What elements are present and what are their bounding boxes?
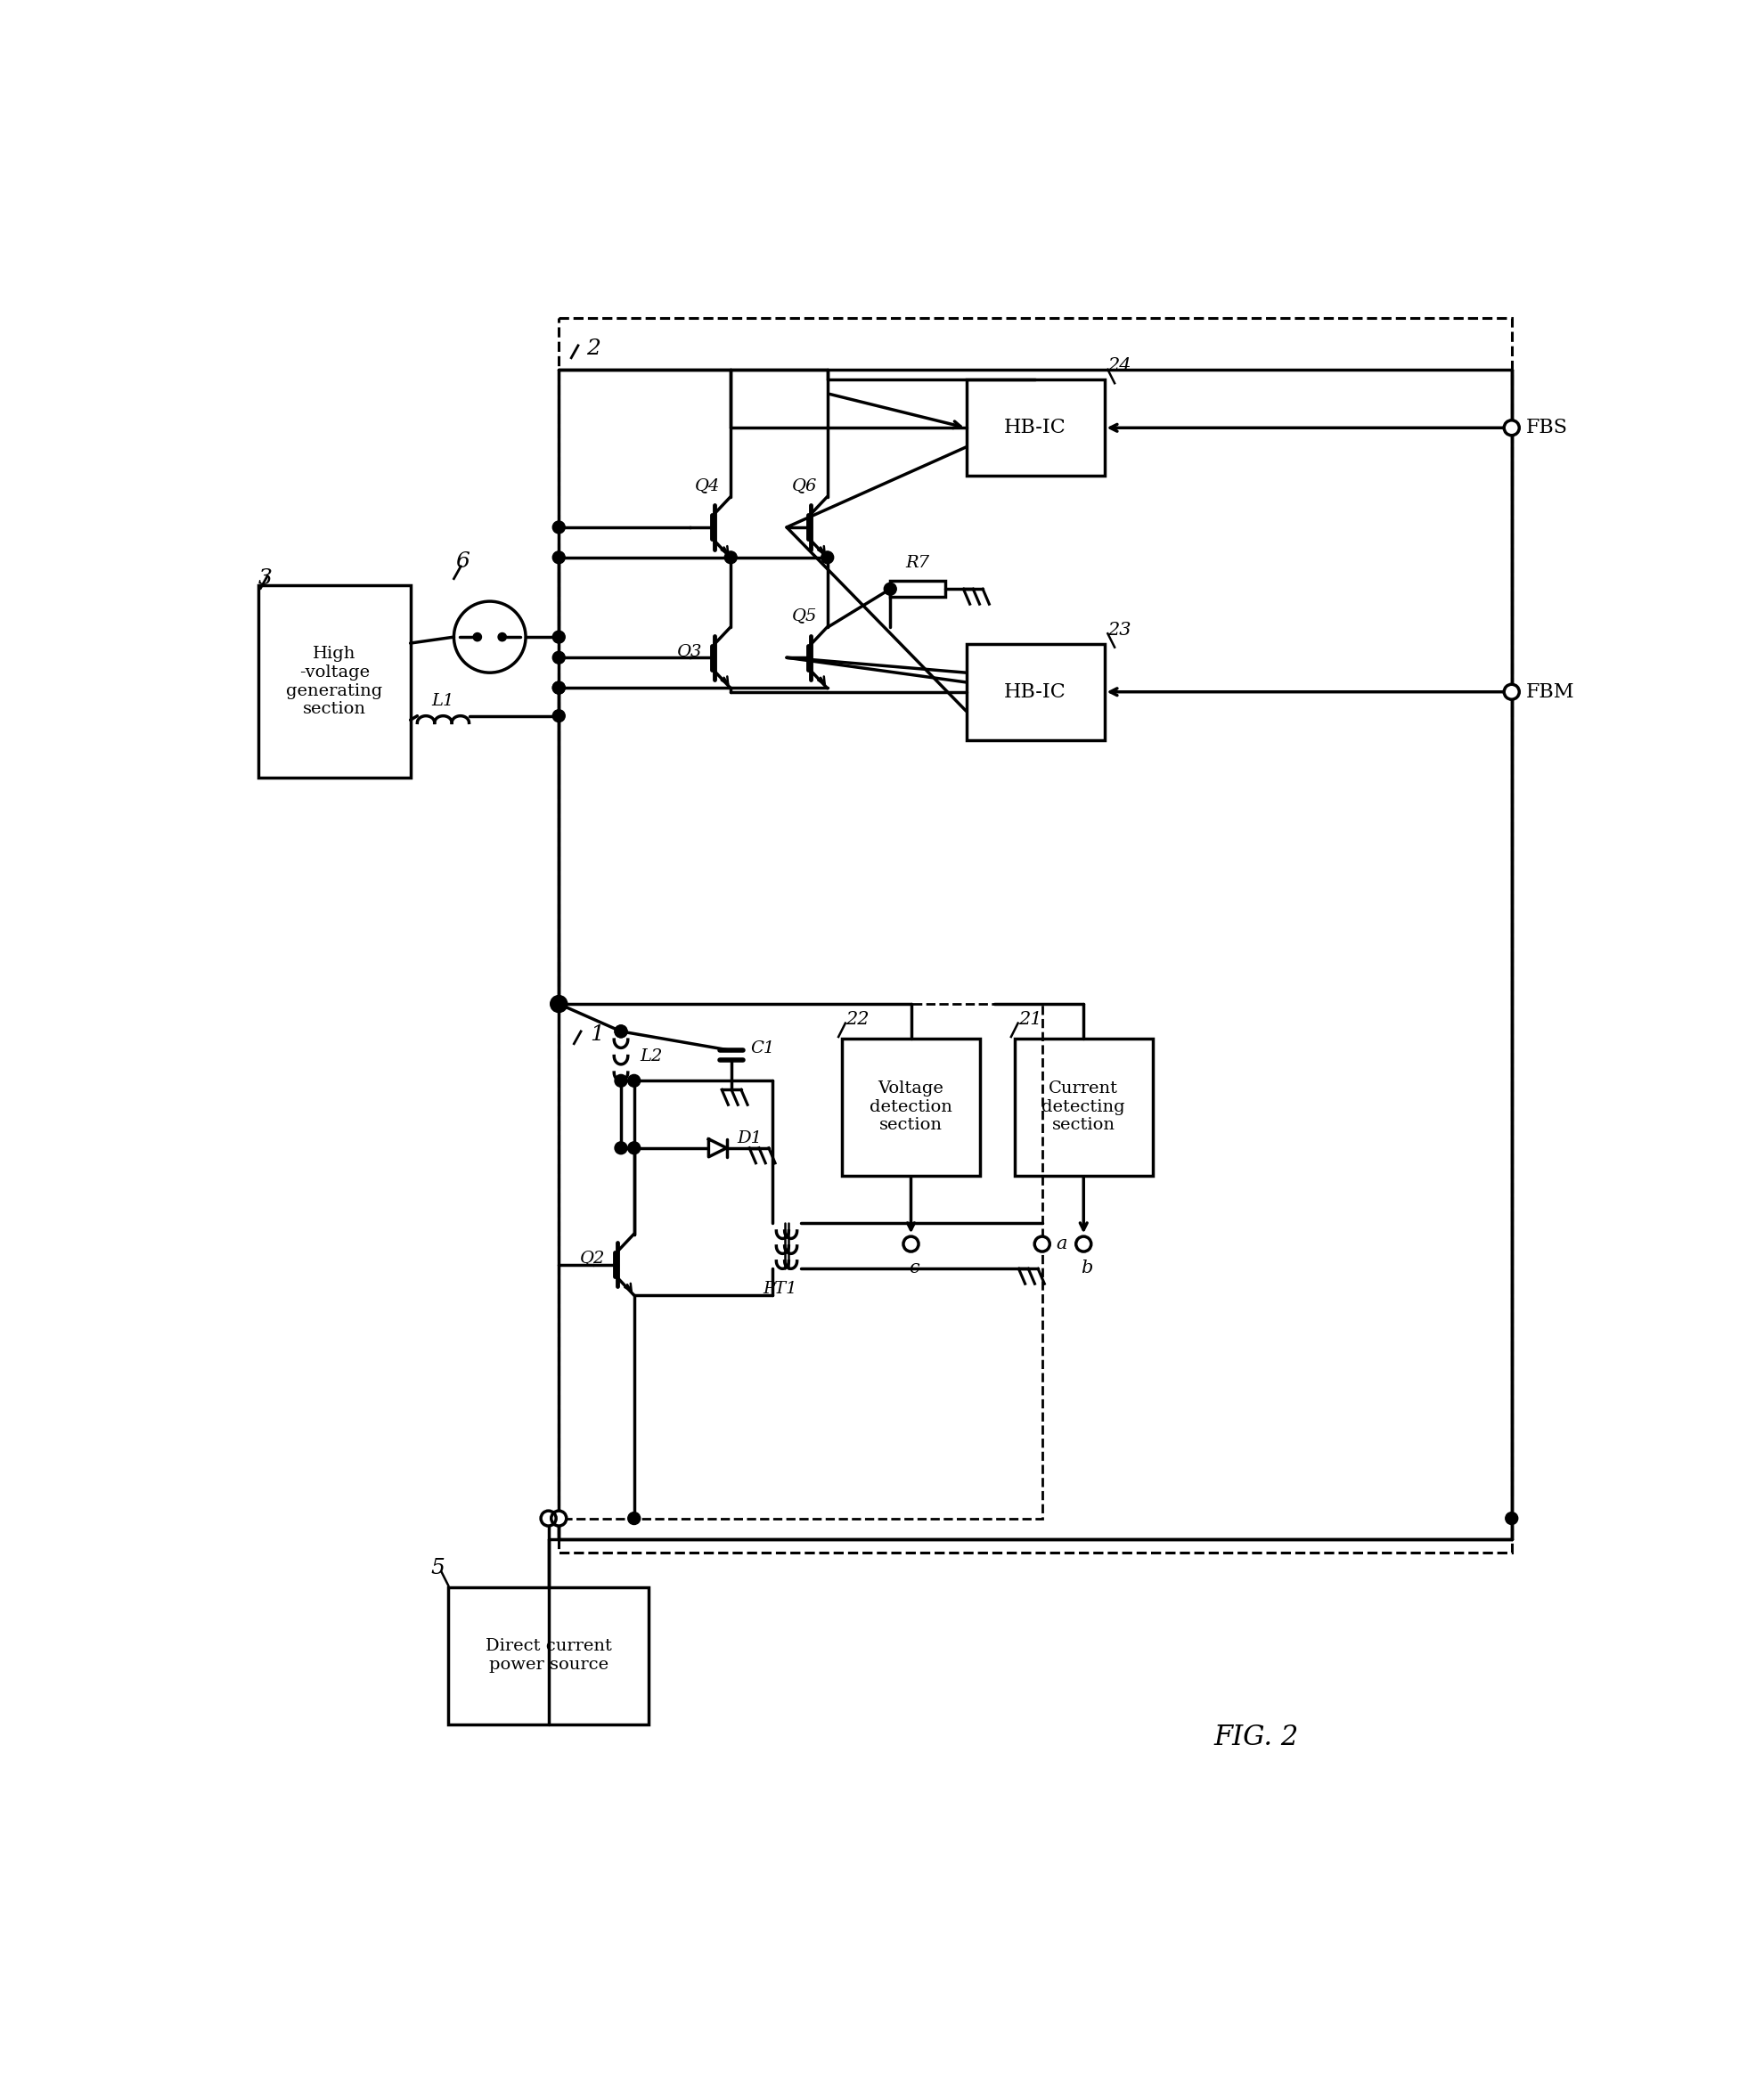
Text: c: c bbox=[908, 1260, 919, 1277]
Circle shape bbox=[1505, 420, 1519, 435]
Bar bbox=[448, 1586, 649, 1723]
Text: 22: 22 bbox=[845, 1010, 870, 1027]
Circle shape bbox=[552, 682, 564, 694]
Text: 6: 6 bbox=[455, 551, 469, 572]
Text: 3: 3 bbox=[259, 568, 273, 588]
Circle shape bbox=[542, 1511, 556, 1526]
Circle shape bbox=[628, 1075, 640, 1087]
Text: Direct current
power source: Direct current power source bbox=[485, 1638, 612, 1674]
Bar bbox=[841, 1037, 981, 1175]
Bar bbox=[259, 586, 411, 778]
Text: L2: L2 bbox=[640, 1048, 663, 1064]
Circle shape bbox=[1505, 1511, 1517, 1524]
Circle shape bbox=[552, 709, 564, 721]
Circle shape bbox=[822, 551, 834, 563]
Text: 23: 23 bbox=[1108, 622, 1131, 638]
Text: 5: 5 bbox=[430, 1557, 445, 1578]
Circle shape bbox=[614, 1025, 628, 1037]
Text: Q3: Q3 bbox=[677, 642, 702, 659]
Circle shape bbox=[614, 1141, 628, 1154]
Bar bbox=[559, 318, 1512, 1553]
Text: FIG. 2: FIG. 2 bbox=[1214, 1723, 1298, 1753]
Text: High
-voltage
generating
section: High -voltage generating section bbox=[286, 647, 383, 717]
Text: HB-IC: HB-IC bbox=[1004, 418, 1065, 437]
Polygon shape bbox=[709, 1139, 727, 1156]
Circle shape bbox=[552, 651, 564, 663]
Bar bbox=[559, 1004, 1043, 1518]
Bar bbox=[967, 644, 1104, 740]
Bar bbox=[1014, 1037, 1152, 1175]
Text: b: b bbox=[1081, 1260, 1094, 1277]
Circle shape bbox=[497, 632, 506, 640]
Circle shape bbox=[1076, 1237, 1092, 1252]
Text: 1: 1 bbox=[589, 1025, 603, 1046]
Bar bbox=[967, 380, 1104, 476]
Circle shape bbox=[550, 996, 566, 1012]
Text: HB-IC: HB-IC bbox=[1004, 682, 1065, 703]
Circle shape bbox=[552, 682, 564, 694]
Text: Current
detecting
section: Current detecting section bbox=[1043, 1081, 1125, 1133]
Circle shape bbox=[552, 630, 564, 642]
Text: Voltage
detection
section: Voltage detection section bbox=[870, 1081, 953, 1133]
Circle shape bbox=[552, 998, 564, 1010]
Text: FBS: FBS bbox=[1526, 418, 1568, 437]
Circle shape bbox=[1034, 1237, 1050, 1252]
Text: FBM: FBM bbox=[1526, 682, 1573, 703]
Text: Q2: Q2 bbox=[580, 1249, 605, 1266]
Circle shape bbox=[473, 632, 482, 640]
Circle shape bbox=[552, 551, 564, 563]
Circle shape bbox=[725, 551, 737, 563]
Text: R7: R7 bbox=[907, 555, 930, 572]
Text: C1: C1 bbox=[751, 1040, 774, 1056]
Circle shape bbox=[628, 1141, 640, 1154]
Bar bbox=[891, 580, 946, 597]
Text: Q5: Q5 bbox=[792, 607, 817, 624]
Text: D1: D1 bbox=[737, 1131, 762, 1146]
Text: 2: 2 bbox=[586, 339, 600, 360]
Circle shape bbox=[628, 1511, 640, 1524]
Circle shape bbox=[903, 1237, 919, 1252]
Circle shape bbox=[1505, 684, 1519, 699]
Text: 24: 24 bbox=[1108, 358, 1131, 374]
Circle shape bbox=[614, 1075, 628, 1087]
Text: Q6: Q6 bbox=[792, 478, 817, 493]
Circle shape bbox=[884, 582, 896, 595]
Text: 21: 21 bbox=[1018, 1010, 1041, 1027]
Text: PT1: PT1 bbox=[762, 1281, 797, 1297]
Text: Q4: Q4 bbox=[695, 478, 720, 493]
Circle shape bbox=[614, 1025, 628, 1037]
Circle shape bbox=[550, 1511, 566, 1526]
Text: L1: L1 bbox=[432, 692, 455, 709]
Text: a: a bbox=[1057, 1235, 1067, 1252]
Circle shape bbox=[552, 522, 564, 534]
